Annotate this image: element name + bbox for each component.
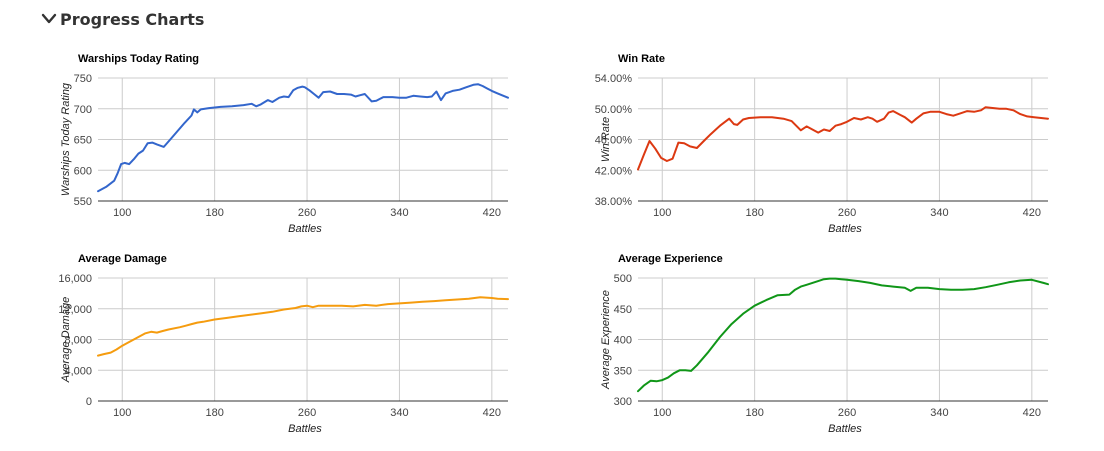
chart-title: Average Experience [618,253,723,265]
x-tick-label: 420 [1023,207,1041,219]
x-tick-label: 260 [298,407,316,419]
y-tick-label: 300 [614,396,632,408]
x-tick-label: 260 [838,407,856,419]
y-tick-label: 42.00% [595,165,633,177]
x-tick-label: 180 [205,207,223,219]
avgdmg-svg: Average Damage 0 4,000 8,000 12,000 16,000 100… [58,253,509,435]
y-tick-label: 8,000 [64,335,92,347]
x-tick-label: 340 [930,407,948,419]
x-tick-label: 260 [838,207,856,219]
x-axis-label: Battles [828,423,862,435]
win-rate-chart: Win Rate 38.00% 42.00% 46.00% 50.00% 54.00% 10… [580,48,1050,238]
x-tick-label: 340 [390,407,408,419]
x-tick-label: 100 [113,207,131,219]
winrate-svg: Win Rate 38.00% 42.00% 46.00% 50.00% 54.00% 10… [595,53,1049,235]
y-tick-label: 46.00% [595,135,633,147]
y-tick-label: 400 [614,335,632,347]
y-tick-label: 54.00% [595,73,633,85]
x-tick-label: 100 [653,207,671,219]
avgexp-series-line[interactable] [637,277,1049,393]
x-tick-label: 420 [1023,407,1041,419]
y-tick-label: 50.00% [595,104,633,116]
chevron-down-icon[interactable] [40,10,58,28]
winrate-series-line[interactable] [637,106,1049,171]
y-tick-label: 750 [74,73,92,85]
y-tick-label: 38.00% [595,196,633,208]
y-tick-label: 500 [614,273,632,285]
progress-charts-header[interactable]: Progress Charts [40,8,204,30]
y-axis-label: Average Damage [60,297,72,383]
x-axis-label: Battles [288,223,322,235]
section-title: Progress Charts [60,9,205,29]
x-tick-label: 340 [390,207,408,219]
x-tick-label: 340 [930,207,948,219]
y-tick-label: 450 [614,304,632,316]
x-axis-label: Battles [288,423,322,435]
x-tick-label: 100 [113,407,131,419]
x-tick-label: 260 [298,207,316,219]
average-damage-chart: Average Damage 0 4,000 8,000 12,000 16,000 100… [40,248,510,438]
average-experience-chart: Average Experience 300 350 400 450 500 100 180 2… [580,248,1050,438]
x-tick-label: 180 [205,407,223,419]
y-axis-label: Warships Today Rating [60,82,72,196]
y-tick-label: 350 [614,365,632,377]
y-axis-label: Average Experience [600,290,612,390]
chart-title: Average Damage [78,253,167,265]
y-tick-label: 550 [74,196,92,208]
y-tick-label: 650 [74,135,92,147]
chart-title: Win Rate [618,53,665,65]
x-tick-label: 100 [653,407,671,419]
y-tick-label: 600 [74,165,92,177]
chart-title: Warships Today Rating [78,53,199,65]
y-tick-label: 16,000 [58,273,92,285]
y-axis-label: Win Rate [600,117,612,162]
avgdmg-series-line[interactable] [97,296,509,357]
x-tick-label: 420 [483,407,501,419]
wtr-series-line[interactable] [97,83,509,193]
x-tick-label: 180 [745,207,763,219]
x-axis-label: Battles [828,223,862,235]
warships-today-rating-chart: Warships Today Rating 550 600 650 700 750 100 1… [40,48,510,238]
y-tick-label: 4,000 [64,365,92,377]
y-tick-label: 700 [74,104,92,116]
x-tick-label: 180 [745,407,763,419]
y-tick-label: 0 [86,396,92,408]
x-tick-label: 420 [483,207,501,219]
y-tick-label: 12,000 [58,304,92,316]
